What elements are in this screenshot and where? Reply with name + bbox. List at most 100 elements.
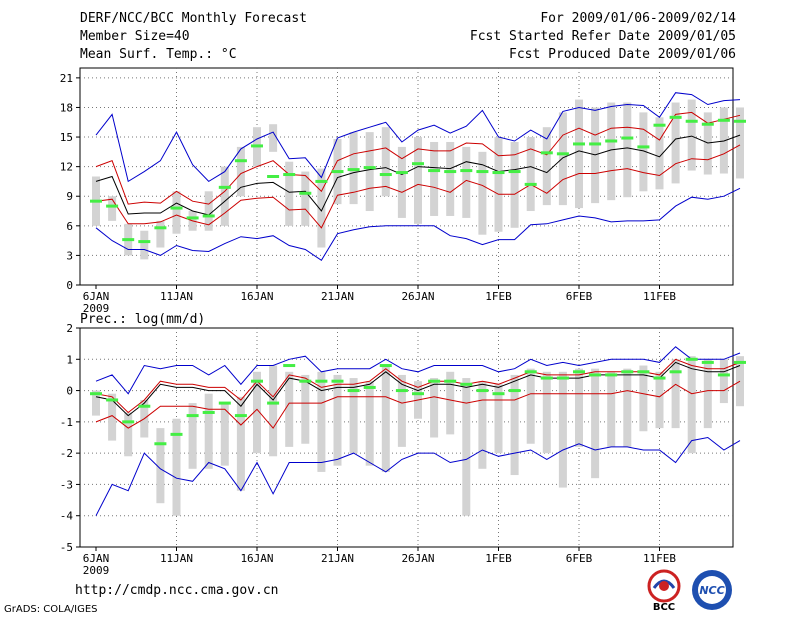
obs-range-bar: [607, 371, 616, 447]
obs-range-bar: [591, 368, 600, 479]
plot-frame: [79, 67, 734, 286]
obs-range-bar: [639, 112, 648, 192]
obs-range-bar: [365, 132, 374, 212]
y-tick-label: -3: [60, 478, 73, 491]
obs-mark: [315, 379, 328, 383]
obs-range-bar: [526, 137, 535, 212]
y-tick-label: -1: [60, 416, 73, 429]
obs-mark: [170, 432, 183, 436]
obs-mark: [267, 401, 280, 405]
x-tick-label: 11FEB: [643, 290, 676, 303]
obs-range-bar: [397, 374, 406, 447]
obs-range-bar: [236, 146, 245, 197]
obs-mark: [476, 389, 489, 393]
obs-mark: [299, 379, 312, 383]
obs-mark: [251, 379, 263, 383]
x-tick-label: 11JAN: [160, 290, 193, 303]
obs-mark: [170, 206, 183, 210]
obs-range-bar: [687, 99, 696, 171]
obs-range-bar: [204, 393, 213, 469]
obs-mark: [573, 370, 585, 374]
obs-range-bar: [285, 161, 294, 226]
obs-range-bar: [623, 102, 632, 198]
obs-mark: [653, 123, 666, 127]
obs-mark: [444, 379, 457, 383]
obs-mark: [621, 136, 634, 140]
obs-range-bar: [108, 196, 117, 221]
x-tick-label: 26JAN: [401, 552, 434, 565]
obs-mark: [379, 364, 392, 368]
obs-range-bar: [365, 381, 374, 466]
obs-mark: [363, 166, 376, 170]
obs-mark: [331, 170, 344, 174]
obs-range-bar: [558, 112, 567, 206]
obs-range-bar: [542, 371, 551, 454]
obs-mark: [251, 144, 263, 148]
obs-range-bar: [462, 378, 471, 516]
y-tick-label: 3: [66, 249, 73, 262]
obs-range-bar: [719, 359, 728, 404]
series-line-mean: [95, 134, 741, 216]
obs-range-bar: [446, 141, 455, 216]
obs-mark: [524, 182, 537, 186]
x-tick-label: 16JAN: [240, 290, 273, 303]
x-tick-label: 6FEB: [566, 552, 593, 565]
obs-range-bar: [172, 191, 181, 234]
footer-url[interactable]: http://cmdp.ncc.cma.gov.cn: [75, 583, 279, 598]
obs-range-bar: [607, 102, 616, 201]
member-size-label: Member Size=40: [80, 29, 190, 44]
obs-mark: [395, 389, 408, 393]
obs-range-bar: [558, 371, 567, 488]
obs-mark: [556, 152, 569, 156]
obs-range-bar: [397, 146, 406, 218]
obs-mark: [524, 370, 537, 374]
obs-range-bar: [671, 359, 680, 429]
obs-range-bar: [381, 365, 390, 472]
obs-range-bar: [494, 137, 503, 232]
obs-range-bar: [575, 99, 583, 209]
obs-mark: [701, 122, 714, 126]
x-tick-label: 26JAN: [401, 290, 434, 303]
obs-mark: [395, 171, 408, 175]
obs-mark: [138, 240, 151, 244]
obs-range-bar: [317, 371, 326, 472]
ncc-logo-icon: NCC: [688, 568, 736, 612]
obs-range-bar: [285, 371, 294, 447]
obs-range-bar: [414, 137, 422, 224]
obs-range-bar: [655, 371, 664, 429]
obs-range-bar: [510, 141, 519, 228]
obs-mark: [331, 379, 344, 383]
obs-mark: [412, 162, 424, 166]
obs-range-bar: [204, 191, 213, 231]
obs-mark: [363, 385, 376, 389]
obs-mark: [508, 170, 521, 174]
bcc-logo-icon: BCC: [640, 568, 688, 613]
obs-mark: [573, 142, 585, 146]
variable-label: Mean Surf. Temp.: °C: [80, 47, 237, 62]
obs-mark: [234, 159, 247, 163]
obs-range-bar: [736, 356, 744, 407]
y-tick-label: 0: [66, 385, 73, 398]
x-year-label: 2009: [83, 564, 110, 577]
obs-mark: [637, 370, 650, 374]
obs-mark: [122, 238, 135, 242]
obs-mark: [218, 185, 231, 189]
y-tick-label: 0: [66, 279, 73, 292]
obs-mark: [444, 170, 457, 174]
obs-mark: [717, 118, 730, 122]
obs-range-bar: [575, 368, 583, 447]
plot-frame: [79, 327, 734, 548]
obs-range-bar: [317, 168, 326, 248]
obs-mark: [90, 392, 102, 396]
obs-range-bar: [172, 418, 181, 516]
obs-range-bar: [188, 403, 197, 469]
series-line-max: [95, 92, 741, 183]
obs-range-bar: [478, 151, 487, 235]
obs-range-bar: [655, 117, 664, 190]
series-line-min: [95, 436, 741, 516]
obs-mark: [122, 420, 135, 424]
obs-mark: [508, 389, 521, 393]
x-tick-label: 11FEB: [643, 552, 676, 565]
obs-mark: [460, 169, 473, 173]
